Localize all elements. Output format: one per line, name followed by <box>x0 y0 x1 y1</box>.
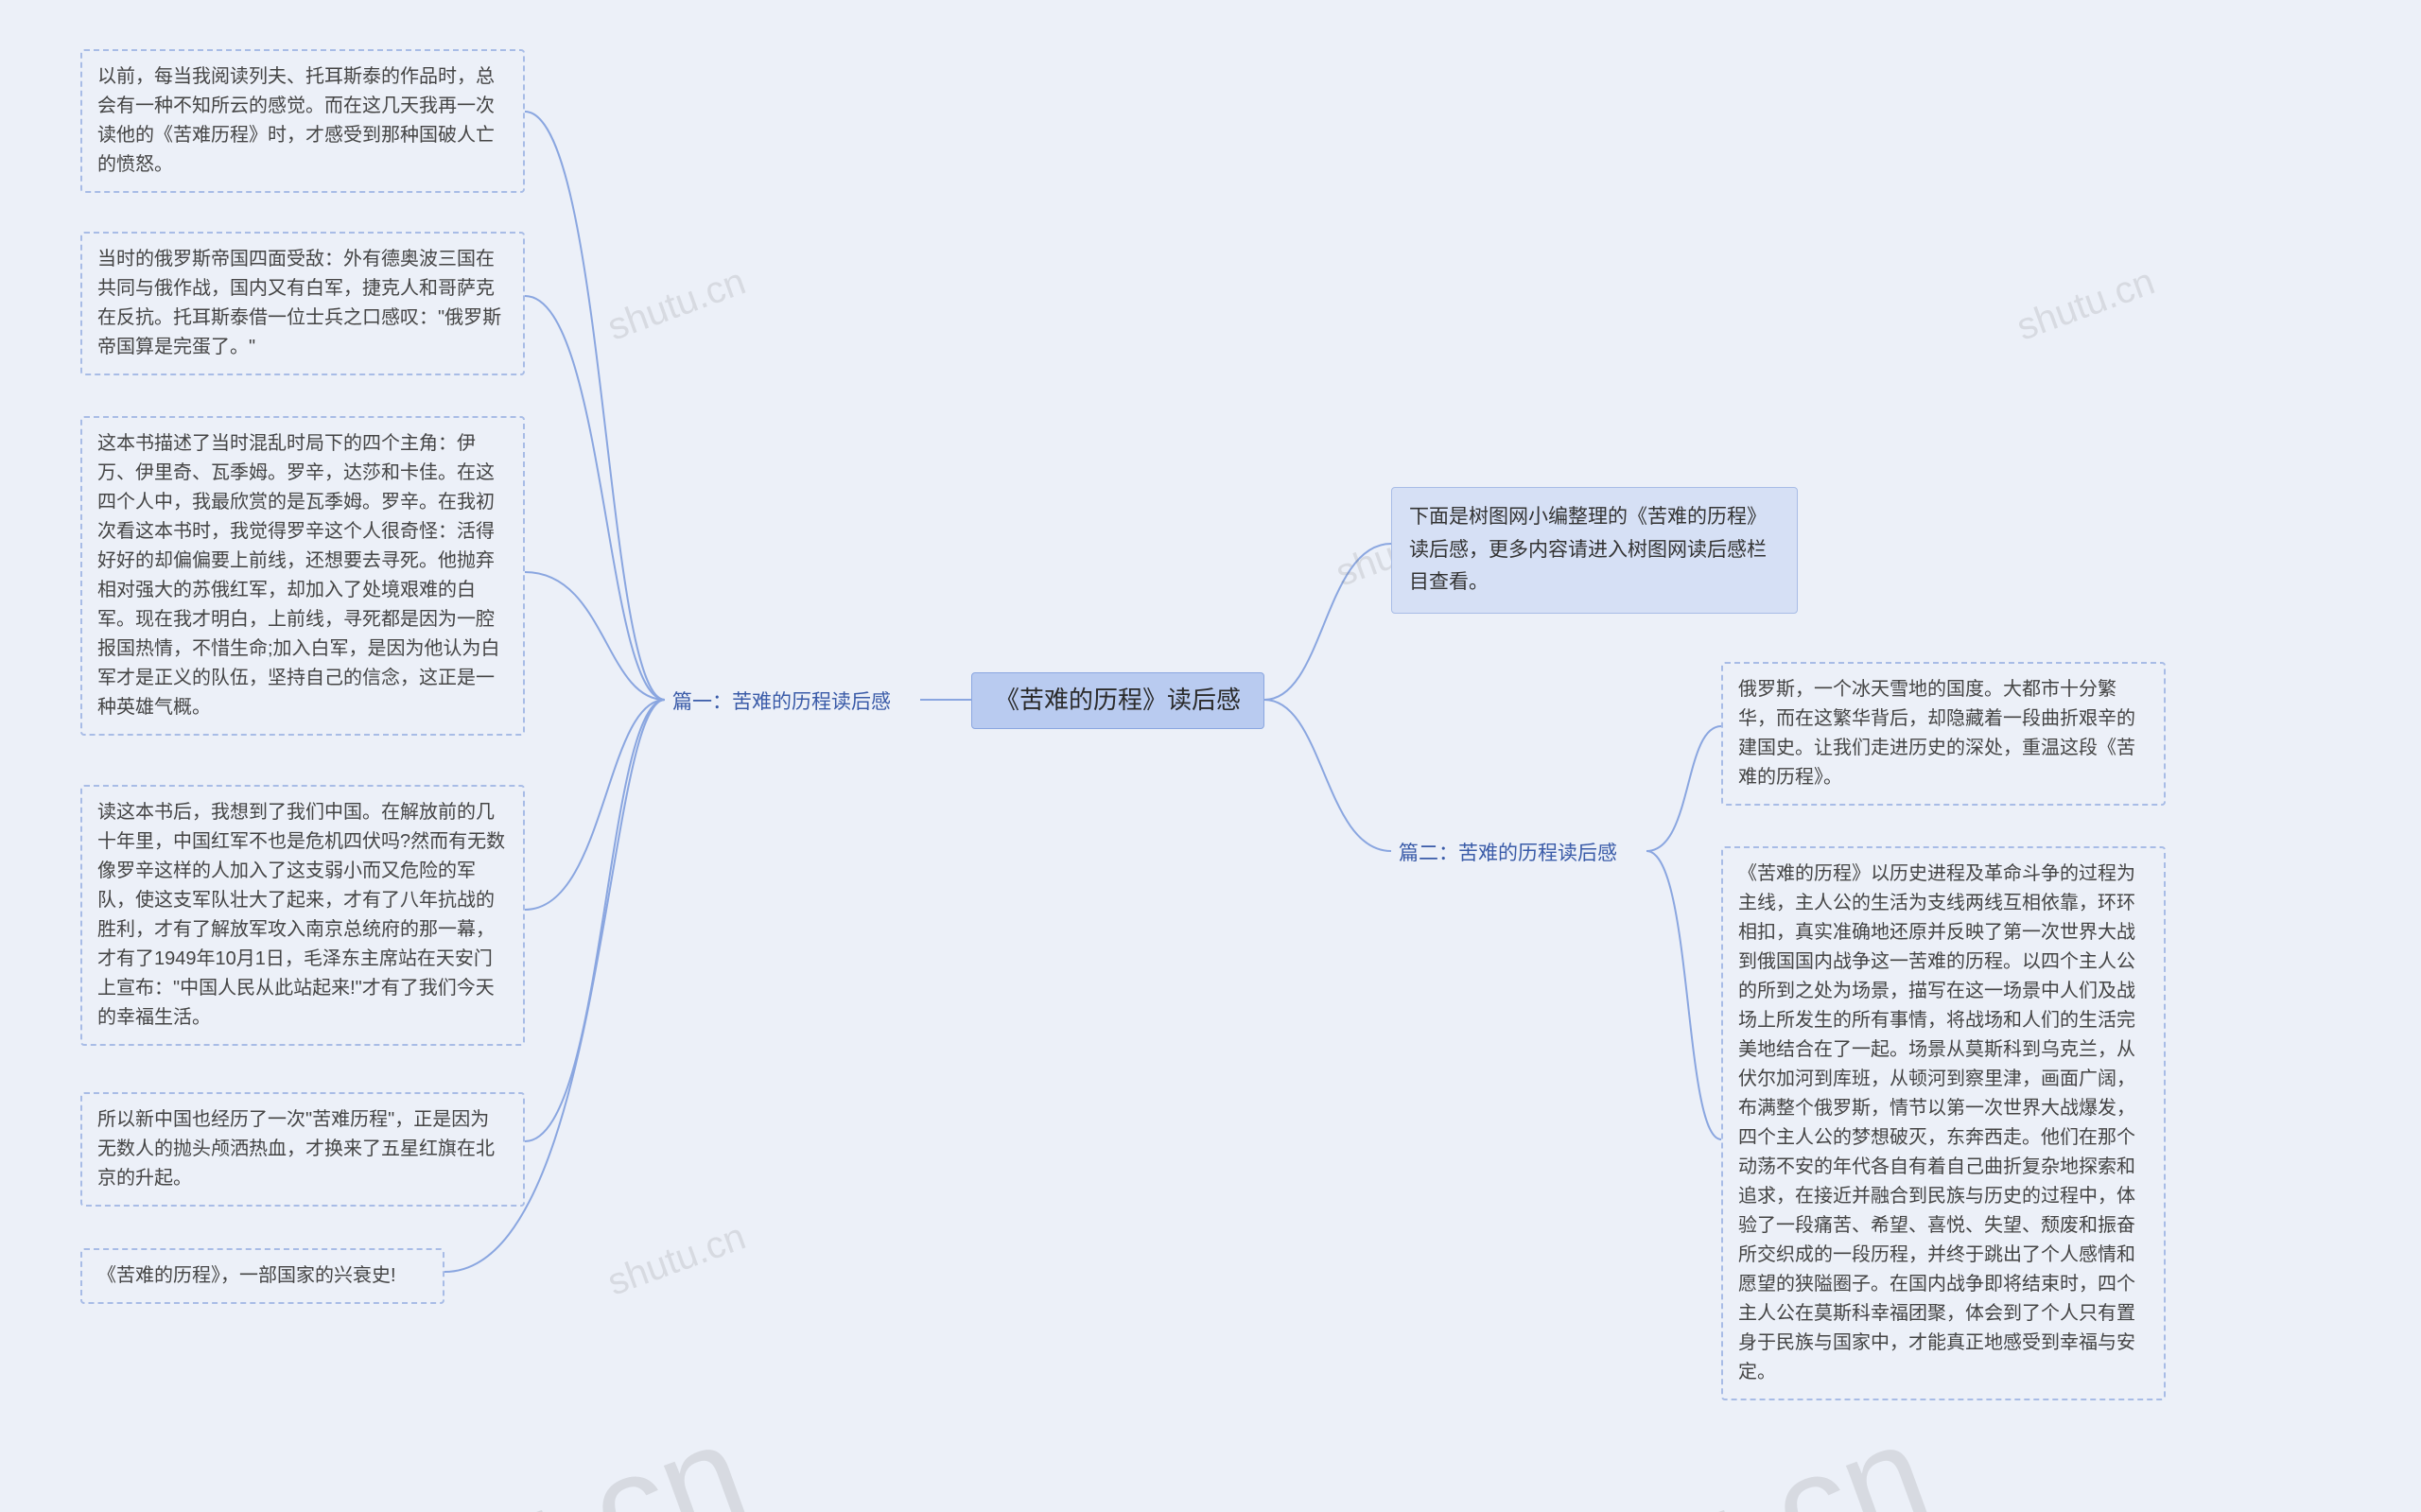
branch-right[interactable]: 篇二：苦难的历程读后感 <box>1391 832 1646 876</box>
leaf-left-1[interactable]: 当时的俄罗斯帝国四面受敌：外有德奥波三国在共同与俄作战，国内又有白军，捷克人和哥… <box>80 232 525 375</box>
leaf-left-4[interactable]: 所以新中国也经历了一次"苦难历程"，正是因为无数人的抛头颅洒热血，才换来了五星红… <box>80 1092 525 1207</box>
leaf-left-5[interactable]: 《苦难的历程》，一部国家的兴衰史! <box>80 1248 444 1304</box>
watermark: 图 shutu.cn <box>25 1359 769 1512</box>
intro-node[interactable]: 下面是树图网小编整理的《苦难的历程》读后感，更多内容请进入树图网读后感栏目查看。 <box>1391 487 1798 614</box>
root-node[interactable]: 《苦难的历程》读后感 <box>971 672 1264 729</box>
watermark: shutu.cn <box>2012 260 2160 349</box>
leaf-right-1[interactable]: 《苦难的历程》以历史进程及革命斗争的过程为主线，主人公的生活为支线两线互相依靠，… <box>1721 846 2166 1400</box>
leaf-left-2[interactable]: 这本书描述了当时混乱时局下的四个主角：伊万、伊里奇、瓦季姆。罗辛，达莎和卡佳。在… <box>80 416 525 736</box>
leaf-right-0[interactable]: 俄罗斯，一个冰天雪地的国度。大都市十分繁华，而在这繁华背后，却隐藏着一段曲折艰辛… <box>1721 662 2166 806</box>
branch-left[interactable]: 篇一：苦难的历程读后感 <box>665 681 920 724</box>
watermark: shutu.cn <box>602 260 751 349</box>
watermark: shutu.cn <box>602 1215 751 1304</box>
leaf-left-0[interactable]: 以前，每当我阅读列夫、托耳斯泰的作品时，总会有一种不知所云的感觉。而在这几天我再… <box>80 49 525 193</box>
mindmap-canvas: shutu.cn shutu.cn shutu.cn shutu.cn 图 sh… <box>0 0 2421 1512</box>
leaf-left-3[interactable]: 读这本书后，我想到了我们中国。在解放前的几十年里，中国红军不也是危机四伏吗?然而… <box>80 785 525 1046</box>
